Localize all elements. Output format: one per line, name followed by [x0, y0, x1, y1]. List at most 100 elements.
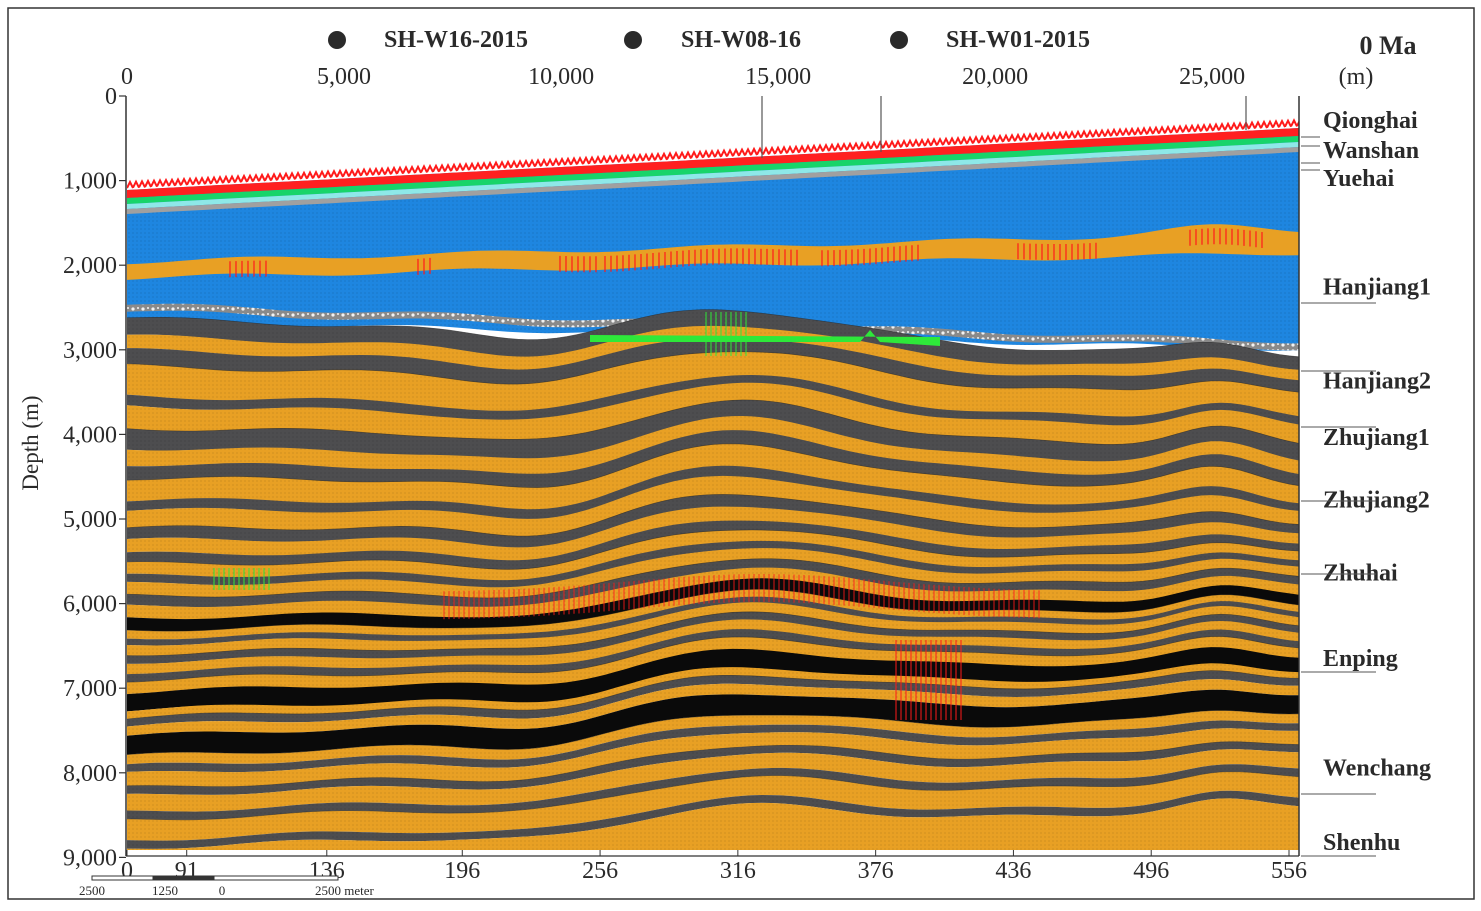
layer-texture: [127, 720, 1299, 773]
migration-arrows: [1017, 242, 1097, 260]
depth-tick-label: 8,000: [63, 761, 117, 787]
layer-texture: [127, 475, 1299, 538]
scale-label-0: 0: [219, 883, 226, 898]
migration-arrows: [821, 244, 919, 267]
layer-texture: [127, 619, 1299, 675]
basement-blank: [127, 850, 1299, 856]
gas-vectors: [705, 312, 747, 356]
layer-texture: [127, 602, 1299, 656]
layer-coal: [127, 578, 1299, 632]
layer-texture: [127, 382, 1299, 449]
depth-tick-label: 7,000: [63, 676, 117, 702]
layer-texture: [127, 741, 1299, 795]
migration-arrows: [604, 248, 798, 272]
time-label: 0 Ma: [1359, 31, 1416, 60]
layer-texture: [127, 798, 1299, 856]
well-marker-icon: [624, 31, 642, 49]
horizon-line: [127, 611, 1299, 656]
layer-texture: [127, 710, 1299, 765]
horizon-line: [127, 351, 1299, 393]
top-tick-label: 15,000: [745, 64, 811, 90]
bottom-tick-label: 256: [582, 858, 618, 884]
well-marker-icon: [890, 31, 908, 49]
gas-accumulation: [590, 330, 940, 346]
formation-label: Hanjiang2: [1323, 368, 1431, 394]
formation-label: Qionghai: [1323, 108, 1418, 134]
well-legend: SH-W16-2015 SH-W08-16 SH-W01-2015: [328, 27, 1090, 53]
top-tick-label: 5,000: [317, 64, 371, 90]
formation-label: Zhuhai: [1323, 560, 1398, 586]
migration-arrows-enping: [443, 574, 1040, 620]
migration-arrows: [417, 257, 431, 275]
layer-texture: [127, 506, 1299, 562]
depth-tick-label: 4,000: [63, 422, 117, 448]
layer-texture: [127, 399, 1299, 465]
bottom-tick-label: 316: [720, 858, 756, 884]
well-label-3: SH-W01-2015: [946, 27, 1090, 53]
layer-texture: [127, 663, 1299, 719]
figure-frame: [7, 7, 1475, 900]
layer-texture: [127, 636, 1299, 695]
gas-vectors-enping: [213, 568, 270, 590]
bottom-tick-label: 196: [444, 858, 480, 884]
layer-texture: [127, 351, 1299, 423]
depth-tick-label: 3,000: [63, 338, 117, 364]
depth-tick-label: 0: [105, 84, 117, 110]
layer-veneer: [127, 147, 1299, 214]
top-tick-label: 25,000: [1179, 64, 1245, 90]
formation-label: Wenchang: [1323, 756, 1431, 782]
formation-label: Hanjiang1: [1323, 274, 1431, 300]
horizon-line: [127, 558, 1299, 599]
layer-texture: [127, 679, 1299, 736]
top-tick-label: 10,000: [528, 64, 594, 90]
layer-texture: [127, 764, 1299, 820]
well-label-2: SH-W08-16: [681, 27, 801, 53]
stratigraphic-layers: [127, 128, 1299, 856]
layer-texture: [127, 589, 1299, 640]
horizon-line: [127, 529, 1299, 570]
depth-tick-label: 9,000: [63, 845, 117, 871]
layer-texture: [127, 749, 1299, 812]
layer-texture: [127, 558, 1299, 608]
layer-coal: [127, 689, 1299, 755]
layer-texture: [127, 611, 1299, 664]
migration-arrows: [559, 255, 597, 273]
formation-label: Enping: [1323, 646, 1398, 672]
depth-tick-label: 6,000: [63, 592, 117, 618]
scale-label-2500: 2500: [79, 883, 105, 898]
hydrocarbon-overlay: [127, 118, 1299, 720]
layer-veneer: [127, 128, 1299, 198]
bottom-tick-label: 496: [1133, 858, 1169, 884]
scale-label-1250: 1250: [152, 883, 178, 898]
depth-tick-label: 1,000: [63, 169, 117, 195]
layer-texture: [127, 443, 1299, 511]
layer-texture: [127, 728, 1299, 787]
layer-texture: [127, 465, 1299, 520]
depth-axis-title: Depth (m): [18, 395, 43, 490]
layer-texture: [127, 790, 1299, 849]
bottom-tick-label: 556: [1271, 858, 1307, 884]
depth-tick-label: 2,000: [63, 253, 117, 279]
horizon-line: [127, 494, 1299, 537]
horizon-line: [127, 443, 1299, 488]
layer-texture: [127, 494, 1299, 549]
layer-texture: [127, 375, 1299, 428]
bottom-tick-label: 376: [858, 858, 894, 884]
layer-texture: [127, 548, 1299, 599]
migration-arrows-wenchang: [895, 640, 962, 720]
horizon-line: [127, 588, 1299, 632]
horizon-line: [127, 741, 1299, 787]
horizon-line: [127, 710, 1299, 755]
top-tick-label: 0: [121, 64, 133, 90]
layer-veneer: [127, 136, 1299, 204]
top-axis-unit: (m): [1339, 64, 1374, 90]
formation-label: Shenhu: [1323, 830, 1400, 856]
horizon-line: [127, 771, 1299, 821]
migration-arrows: [1189, 228, 1263, 248]
migration-arrows: [229, 260, 267, 278]
formation-label: Wanshan: [1323, 138, 1419, 164]
layer-texture: [127, 629, 1299, 683]
bottom-tick-label: 436: [995, 858, 1031, 884]
